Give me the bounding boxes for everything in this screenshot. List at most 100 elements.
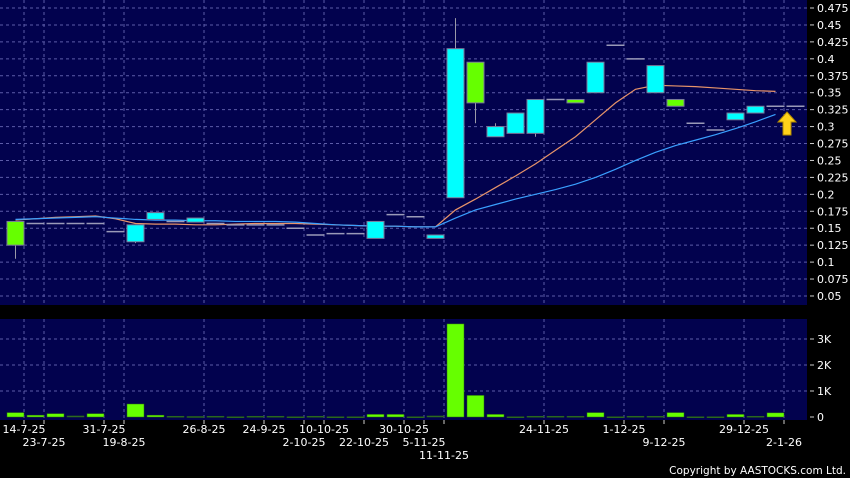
volume-tick-label: 3K [817,333,832,346]
candle [466,61,485,124]
volume-bar [206,415,225,418]
candle [586,61,605,94]
y-tick-label: 0.05 [817,290,842,303]
y-tick-label: 0.25 [817,154,842,167]
y-tick-label: 0.325 [817,104,849,117]
candle-body [666,98,685,107]
candle [726,112,745,121]
y-tick-label: 0.125 [817,239,849,252]
y-tick-label: 0.075 [817,273,849,286]
candle-body [586,61,605,94]
candle [486,123,505,138]
candle-body [126,224,145,243]
candle-body [566,98,585,104]
volume-bar [306,415,325,418]
volume-bar [626,415,645,418]
x-tick-label: 1-12-25 [603,423,646,436]
candle-body [526,98,545,134]
y-tick-label: 0.2 [817,188,835,201]
x-tick-label: 23-7-25 [23,436,66,449]
volume-tick-label: 1K [817,385,832,398]
volume-bar [686,416,705,418]
x-tick-label: 2-10-25 [283,436,326,449]
candle-body [186,217,205,223]
candle [6,220,25,259]
volume-bar [346,416,365,418]
y-tick-label: 0.475 [817,2,849,15]
candle-body [426,234,445,239]
x-tick-label: 30-10-25 [379,423,429,436]
volume-bar [426,415,445,418]
candle [146,212,165,220]
x-tick-label: 14-7-25 [3,423,46,436]
x-tick-label: 29-12-25 [719,423,769,436]
candle-body [486,126,505,138]
x-tick-label: 31-7-25 [83,423,126,436]
candle [126,224,145,244]
volume-tick-label: 0 [817,411,824,424]
volume-bar [406,416,425,418]
grid [0,0,807,420]
candle [506,112,525,134]
volume-bar [586,412,605,418]
y-tick-label: 0.275 [817,138,849,151]
x-tick-label: 24-9-25 [243,423,286,436]
candle-body [506,112,525,134]
x-tick-label: 9-12-25 [643,436,686,449]
volume-bar [46,413,65,418]
volume-bar [766,412,785,418]
y-tick-label: 0.425 [817,36,849,49]
volume-bars [6,323,785,418]
volume-bar [606,416,625,418]
volume-bar [286,416,305,418]
volume-bar [546,415,565,418]
volume-bar [706,416,725,418]
candle [186,217,205,223]
x-tick-label: 5-11-25 [403,436,446,449]
volume-bar [246,415,265,418]
volume-bar [386,414,405,418]
volume-tick-label: 2K [817,359,832,372]
candle-body [146,212,165,220]
y-tick-label: 0.1 [817,256,835,269]
y-tick-label: 0.45 [817,19,842,32]
candle [366,220,385,239]
candle [426,234,445,239]
y-tick-label: 0.225 [817,171,849,184]
y-tick-label: 0.175 [817,205,849,218]
candle-body [6,220,25,246]
volume-bar [86,413,105,418]
candle [566,98,585,104]
candle-body [746,105,765,114]
y-tick-label: 0.375 [817,70,849,83]
volume-bar [726,414,745,418]
candle-body [466,61,485,104]
x-tick-label: 26-8-25 [183,423,226,436]
volume-bar [446,323,465,418]
volume-bar [366,414,385,418]
volume-bar [26,414,45,418]
volume-bar [526,415,545,418]
candle [746,105,765,114]
y-tick-label: 0.35 [817,87,842,100]
volume-bar [186,416,205,418]
volume-bar [646,415,665,418]
volume-bar [266,415,285,418]
y-tick-label: 0.3 [817,121,835,134]
up-arrow-icon [776,111,798,136]
volume-bar [466,395,485,418]
x-tick-label: 2-1-26 [766,436,802,449]
candle [446,18,465,199]
volume-bar [126,403,145,418]
x-tick-label: 11-11-25 [419,449,469,462]
candle [666,98,685,107]
volume-bar [66,415,85,418]
price-axis: 0.475 0.45 0.425 0.4 0.375 0.35 0.325 0.3 0.275 0… [810,2,849,303]
candle-body [446,48,465,199]
candles [6,18,805,259]
moving-average-line [15,113,776,228]
volume-bar [486,414,505,418]
x-tick-label: 10-10-25 [299,423,349,436]
volume-bar [166,415,185,418]
